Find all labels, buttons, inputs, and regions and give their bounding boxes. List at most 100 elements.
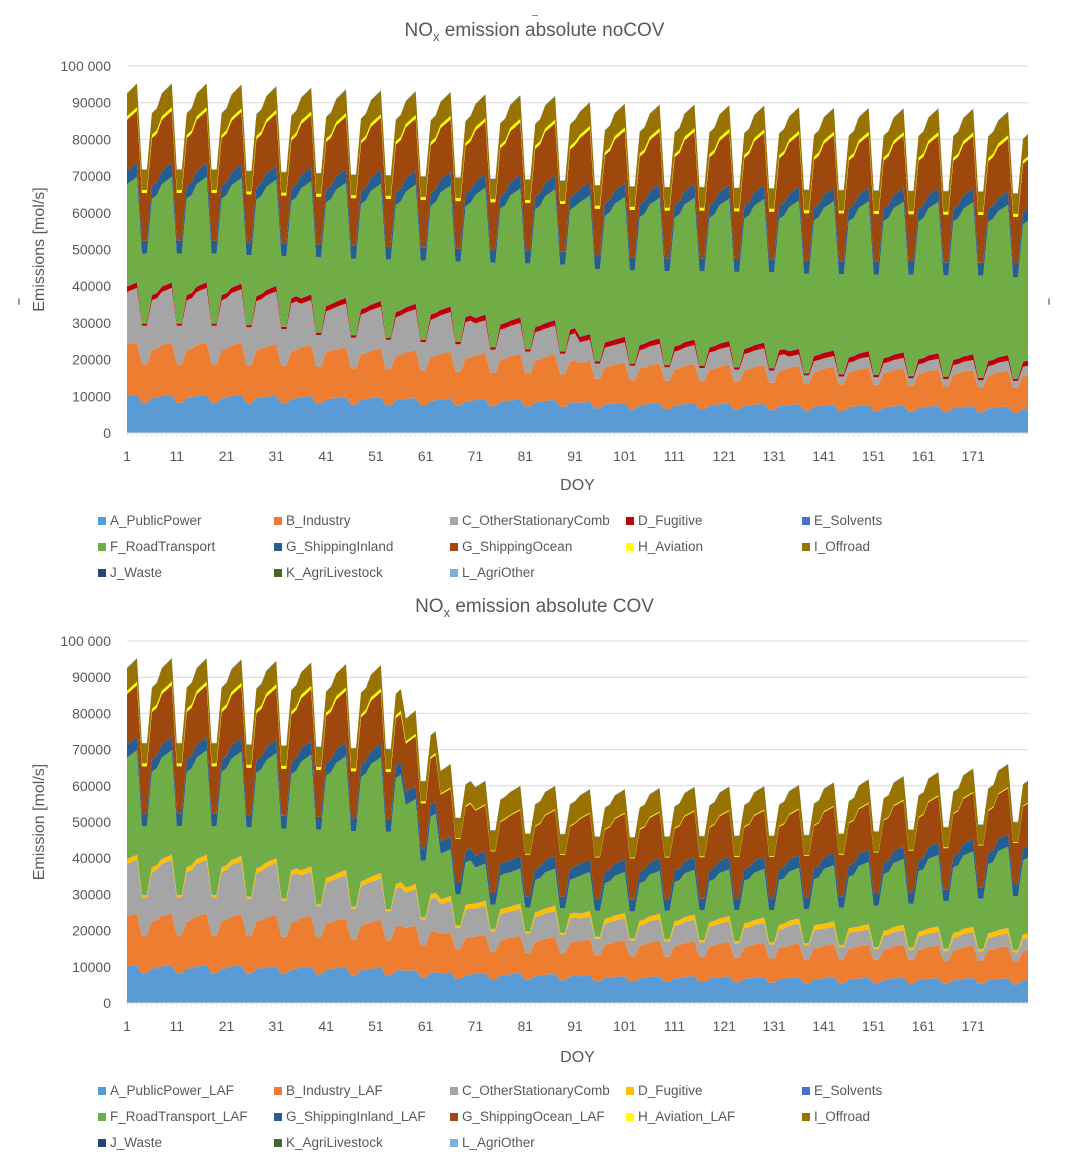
legend-item: I_Offroad — [802, 539, 870, 554]
resize-handle-left — [18, 298, 20, 305]
legend-label: H_Aviation — [638, 539, 704, 554]
x-tick-label: 131 — [762, 448, 786, 464]
legend-label: F_RoadTransport_LAF — [110, 1109, 248, 1124]
legend-swatch — [802, 1112, 810, 1121]
y-tick-label: 70000 — [72, 742, 111, 758]
chart-title: NOx emission absolute noCOV — [404, 20, 665, 44]
legend-label: K_AgriLivestock — [286, 565, 383, 580]
x-tick-label: 41 — [318, 1018, 334, 1034]
x-tick-label: 51 — [368, 448, 384, 464]
legend-label: I_Offroad — [814, 1109, 871, 1124]
legend-item: J_Waste — [98, 565, 162, 580]
y-tick-label: 0 — [103, 995, 111, 1011]
legend-item: L_AgriOther — [450, 565, 535, 580]
legend-label: A_PublicPower — [110, 513, 202, 528]
legend-swatch — [98, 1086, 106, 1095]
legend-label: C_OtherStationaryComb — [462, 1083, 610, 1098]
x-tick-label: 81 — [517, 1018, 533, 1034]
legend-swatch — [802, 1086, 810, 1095]
legend-item: H_Aviation_LAF — [626, 1109, 735, 1124]
x-tick-label: 71 — [468, 1018, 484, 1034]
legend-label: G_ShippingInland_LAF — [286, 1109, 426, 1124]
legend-label: J_Waste — [110, 1135, 163, 1150]
legend-swatch — [450, 542, 458, 551]
y-tick-label: 100 000 — [60, 58, 111, 74]
legend-swatch — [274, 516, 282, 525]
legend-item: G_ShippingOcean_LAF — [450, 1109, 605, 1124]
x-tick-label: 11 — [170, 448, 185, 464]
legend-item: B_Industry_LAF — [274, 1083, 383, 1098]
legend-swatch — [626, 516, 634, 525]
legend-label: K_AgriLivestock — [286, 1135, 383, 1150]
y-axis-label: Emission [mol/s] — [31, 764, 48, 880]
legend-swatch — [274, 1138, 282, 1147]
legend-item: E_Solvents — [802, 1083, 882, 1098]
legend-swatch — [98, 516, 106, 525]
x-tick-label: 101 — [613, 1018, 637, 1034]
x-tick-label: 51 — [368, 1018, 384, 1034]
legend-item: K_AgriLivestock — [274, 1135, 383, 1150]
x-tick-label: 61 — [418, 448, 434, 464]
area-f-roadtransport-laf — [127, 750, 1028, 950]
legend-label: L_AgriOther — [462, 1135, 535, 1150]
x-tick-label: 161 — [912, 448, 936, 464]
legend-swatch — [802, 542, 810, 551]
x-tick-label: 141 — [812, 1018, 836, 1034]
y-tick-label: 0 — [103, 425, 111, 441]
x-tick-label: 21 — [219, 448, 235, 464]
decorative-dash — [532, 15, 538, 16]
plot-area: 0 10000 20000 30000 40000 50000 60000 70000 8000… — [31, 58, 1029, 494]
y-tick-label: 30000 — [72, 886, 111, 902]
chart-nocov: NOx emission absolute noCOV 0 10000 20000 3… — [18, 15, 1050, 580]
x-tick-label: 171 — [962, 448, 986, 464]
legend-label: G_ShippingOcean_LAF — [462, 1109, 605, 1124]
legend-swatch — [450, 1112, 458, 1121]
y-tick-label: 100 000 — [60, 633, 111, 649]
y-tick-label: 90000 — [72, 669, 111, 685]
legend-swatch — [626, 1086, 634, 1095]
area-g-shippingocean — [127, 110, 1028, 265]
legend-label: L_AgriOther — [462, 565, 535, 580]
legend-item: D_Fugitive — [626, 513, 703, 528]
legend-swatch — [274, 568, 282, 577]
legend-swatch — [274, 1112, 282, 1121]
legend-item: D_Fugitive — [626, 1083, 703, 1098]
area-i-offroad — [127, 83, 1028, 214]
legend-item: G_ShippingInland — [274, 539, 393, 554]
x-tick-label: 91 — [567, 448, 583, 464]
y-tick-label: 20000 — [72, 923, 111, 939]
area-a-publicpower-laf — [127, 965, 1028, 1003]
legend-label: D_Fugitive — [638, 513, 703, 528]
x-tick-label: 41 — [318, 448, 334, 464]
y-tick-label: 80000 — [72, 705, 111, 721]
x-tick-label: 1 — [123, 448, 131, 464]
x-tick-label: 101 — [613, 448, 637, 464]
legend-swatch — [274, 542, 282, 551]
legend-item: K_AgriLivestock — [274, 565, 383, 580]
legend-item: B_Industry — [274, 513, 351, 528]
legend-swatch — [450, 1138, 458, 1147]
area-i-offroad — [127, 658, 1028, 858]
x-tick-label: 71 — [468, 448, 484, 464]
x-tick-label: 151 — [862, 448, 886, 464]
y-axis-label: Emissions [mol/s] — [31, 187, 48, 311]
area-a-publicpower — [127, 394, 1028, 433]
legend-item: G_ShippingOcean — [450, 539, 572, 554]
x-tick-label: 151 — [862, 1018, 886, 1034]
legend-label: H_Aviation_LAF — [638, 1109, 736, 1124]
y-tick-label: 10000 — [72, 959, 111, 975]
legend-label: E_Solvents — [814, 513, 883, 528]
legend-item: H_Aviation — [626, 539, 703, 554]
legend-swatch — [98, 1112, 106, 1121]
legend-item: J_Waste — [98, 1135, 162, 1150]
area-g-shippinginland — [127, 163, 1028, 278]
legend-label: E_Solvents — [814, 1083, 883, 1098]
y-tick-label: 40000 — [72, 278, 111, 294]
legend-item: A_PublicPower_LAF — [98, 1083, 234, 1098]
legend-label: A_PublicPower_LAF — [110, 1083, 234, 1098]
legend-label: F_RoadTransport — [110, 539, 216, 554]
area-g-shippinginland-laf — [127, 736, 1028, 912]
x-tick-label: 131 — [762, 1018, 786, 1034]
x-tick-label: 141 — [812, 448, 836, 464]
x-tick-label: 31 — [269, 448, 285, 464]
